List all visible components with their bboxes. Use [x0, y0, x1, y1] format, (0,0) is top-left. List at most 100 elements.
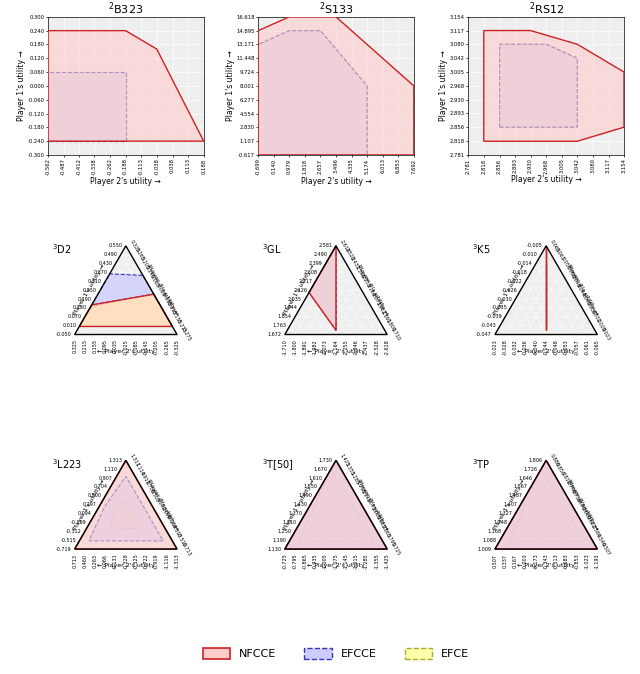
Text: 0.023: 0.023	[600, 327, 612, 342]
Text: -0.036: -0.036	[523, 339, 528, 355]
Text: -0.722: -0.722	[144, 553, 149, 570]
Text: Player 3's utility →: Player 3's utility →	[146, 479, 179, 531]
Text: 0.505: 0.505	[149, 489, 161, 503]
Text: -0.028: -0.028	[502, 339, 508, 355]
Y-axis label: Player 1's utility →: Player 1's utility →	[439, 51, 449, 121]
Text: 2.126: 2.126	[293, 288, 307, 293]
Text: 0.325: 0.325	[72, 339, 77, 353]
Text: -1.075: -1.075	[333, 553, 339, 570]
Y-axis label: Player 1's utility →: Player 1's utility →	[226, 51, 235, 121]
Polygon shape	[89, 477, 163, 541]
Text: -0.035: -0.035	[492, 305, 507, 311]
Text: 1.313: 1.313	[109, 458, 123, 463]
Text: ← Player 2's utility: ← Player 2's utility	[97, 563, 155, 568]
Text: 1.145: 1.145	[359, 489, 371, 503]
X-axis label: Player 2's utility →: Player 2's utility →	[90, 177, 161, 186]
Text: -0.515: -0.515	[61, 538, 76, 543]
Polygon shape	[75, 246, 177, 334]
Text: 1.490: 1.490	[298, 493, 312, 498]
Polygon shape	[79, 294, 172, 326]
Text: -0.795: -0.795	[292, 553, 298, 570]
Text: $^3$TP: $^3$TP	[472, 457, 491, 470]
Text: 1.430: 1.430	[293, 502, 307, 508]
Text: -0.048: -0.048	[554, 339, 559, 355]
Text: 0.325: 0.325	[129, 239, 140, 253]
Text: -0.050: -0.050	[56, 332, 71, 337]
Text: 1.110: 1.110	[104, 466, 117, 472]
Polygon shape	[48, 30, 204, 141]
Text: 0.094: 0.094	[78, 511, 92, 516]
Text: 1.285: 1.285	[349, 471, 360, 485]
Text: 1.487: 1.487	[508, 493, 522, 498]
Text: 1.370: 1.370	[288, 511, 302, 516]
Text: -0.047: -0.047	[476, 332, 492, 337]
Polygon shape	[111, 501, 142, 528]
Text: -1.982: -1.982	[313, 339, 318, 355]
Text: 0.036: 0.036	[585, 301, 596, 315]
Text: 0.035: 0.035	[113, 339, 118, 353]
Text: $^3$T[50]: $^3$T[50]	[262, 457, 294, 472]
Text: -0.265: -0.265	[164, 339, 170, 355]
X-axis label: Player 2's utility →: Player 2's utility →	[301, 177, 371, 186]
Text: -0.014: -0.014	[517, 261, 532, 266]
Text: -0.510: -0.510	[175, 532, 187, 548]
Text: -0.095: -0.095	[164, 300, 177, 316]
Text: 1.355: 1.355	[344, 462, 355, 477]
Text: 0.865: 0.865	[380, 524, 391, 539]
Text: -1.005: -1.005	[323, 553, 328, 570]
Text: 1.075: 1.075	[364, 497, 376, 512]
Text: 1.672: 1.672	[268, 332, 282, 337]
Text: 0.713: 0.713	[72, 553, 77, 568]
Text: $^3$D2: $^3$D2	[52, 243, 72, 256]
Polygon shape	[285, 460, 387, 549]
Text: 1.710: 1.710	[390, 327, 401, 342]
Text: -0.525: -0.525	[134, 553, 139, 570]
Text: 0.205: 0.205	[139, 256, 150, 271]
Text: 1.190: 1.190	[273, 538, 287, 543]
Text: 0.550: 0.550	[109, 243, 123, 248]
Text: -0.155: -0.155	[170, 309, 182, 325]
Polygon shape	[79, 294, 172, 326]
Text: 0.507: 0.507	[492, 553, 497, 568]
Polygon shape	[495, 246, 597, 334]
Polygon shape	[258, 30, 367, 155]
Text: 0.795: 0.795	[385, 533, 396, 547]
Text: 2.217: 2.217	[298, 279, 312, 284]
Text: 0.812: 0.812	[559, 471, 571, 485]
Text: Player 1's utility →: Player 1's utility →	[282, 479, 316, 531]
Text: 0.935: 0.935	[374, 515, 386, 530]
Text: Player 3's utility →: Player 3's utility →	[356, 264, 390, 317]
Text: 0.490: 0.490	[104, 252, 117, 257]
Polygon shape	[92, 274, 172, 326]
Text: 2.308: 2.308	[303, 270, 317, 275]
Text: 2.035: 2.035	[288, 297, 302, 301]
Text: 0.460: 0.460	[83, 553, 88, 568]
Text: -1.425: -1.425	[385, 553, 390, 570]
Text: -0.865: -0.865	[303, 553, 308, 570]
Polygon shape	[500, 44, 577, 127]
Text: 1.114: 1.114	[134, 462, 145, 477]
Text: 0.025: 0.025	[154, 283, 166, 297]
Text: -1.355: -1.355	[374, 553, 380, 570]
Text: 1.248: 1.248	[493, 520, 507, 525]
Text: 1.310: 1.310	[283, 520, 297, 525]
Polygon shape	[500, 44, 577, 127]
Text: 1.425: 1.425	[339, 453, 350, 468]
Text: -0.026: -0.026	[502, 288, 517, 293]
Text: 0.010: 0.010	[63, 323, 76, 328]
Text: -0.032: -0.032	[513, 339, 518, 355]
Polygon shape	[258, 30, 367, 155]
Text: 1.670: 1.670	[314, 466, 328, 472]
Text: 0.130: 0.130	[73, 305, 86, 311]
Text: 1.088: 1.088	[483, 538, 497, 543]
Text: 0.155: 0.155	[93, 339, 98, 353]
Text: -0.719: -0.719	[56, 547, 71, 551]
Polygon shape	[258, 17, 414, 155]
Text: 0.698: 0.698	[575, 497, 586, 512]
Text: Player 1's utility →: Player 1's utility →	[72, 479, 106, 531]
Text: 0.263: 0.263	[93, 553, 98, 568]
Text: 1.646: 1.646	[518, 476, 532, 481]
Text: Player 3's utility →: Player 3's utility →	[566, 264, 600, 317]
Text: 0.265: 0.265	[134, 247, 145, 262]
Y-axis label: Player 1's utility →: Player 1's utility →	[17, 51, 26, 121]
